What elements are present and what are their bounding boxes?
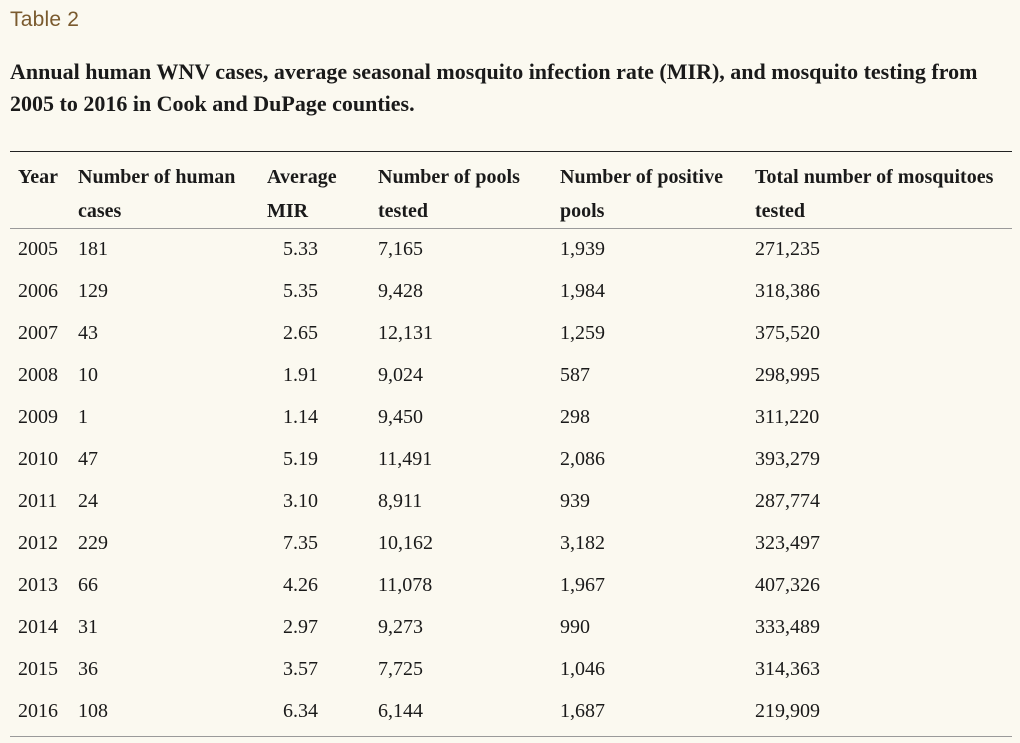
cell-pools-tested: 10,162 [378,532,433,554]
cell-year: 2014 [18,616,58,638]
cell-positive-pools: 1,939 [560,238,605,260]
cell-human-cases: 24 [78,490,98,512]
cell-pools-tested: 11,491 [378,448,433,470]
cell-pools-tested: 9,428 [378,280,423,302]
cell-year: 2009 [18,406,58,428]
cell-pools-tested: 7,725 [378,658,423,680]
data-table: Year Number of human cases Average MIR N… [10,152,1012,732]
cell-year: 2012 [18,532,58,554]
table-row: 2013 66 4.26 11,078 1,967 407,326 [10,564,1012,606]
cell-positive-pools: 1,259 [560,322,605,344]
cell-average-mir: 1.14 [283,406,318,428]
cell-year: 2016 [18,700,58,722]
cell-positive-pools: 1,984 [560,280,605,302]
cell-average-mir: 3.57 [283,658,318,680]
cell-average-mir: 5.19 [283,448,318,470]
cell-positive-pools: 3,182 [560,532,605,554]
table-header-rule [10,228,1012,229]
table-row: 2008 10 1.91 9,024 587 298,995 [10,354,1012,396]
cell-human-cases: 36 [78,658,98,680]
cell-pools-tested: 12,131 [378,322,433,344]
cell-year: 2010 [18,448,58,470]
cell-average-mir: 7.35 [283,532,318,554]
cell-mosquitoes-tested: 311,220 [755,406,820,428]
cell-mosquitoes-tested: 323,497 [755,532,820,554]
cell-average-mir: 4.26 [283,574,318,596]
table-row: 2009 1 1.14 9,450 298 311,220 [10,396,1012,438]
cell-pools-tested: 9,273 [378,616,423,638]
cell-average-mir: 1.91 [283,364,318,386]
cell-mosquitoes-tested: 314,363 [755,658,820,680]
cell-mosquitoes-tested: 298,995 [755,364,820,386]
cell-positive-pools: 587 [560,364,590,386]
cell-year: 2006 [18,280,58,302]
cell-average-mir: 3.10 [283,490,318,512]
cell-mosquitoes-tested: 219,909 [755,700,820,722]
cell-year: 2007 [18,322,58,344]
cell-year: 2005 [18,238,58,260]
cell-mosquitoes-tested: 333,489 [755,616,820,638]
header-mosquitoes-tested: Total number of mosquitoes tested [755,166,994,222]
cell-average-mir: 5.35 [283,280,318,302]
header-average-mir: Average MIR [267,166,337,222]
table-row: 2015 36 3.57 7,725 1,046 314,363 [10,648,1012,690]
cell-human-cases: 47 [78,448,98,470]
table-row: 2007 43 2.65 12,131 1,259 375,520 [10,312,1012,354]
cell-average-mir: 2.97 [283,616,318,638]
cell-human-cases: 108 [78,700,108,722]
cell-average-mir: 5.33 [283,238,318,260]
header-positive-pools: Number of positive pools [560,166,723,222]
table-bottom-rule [10,736,1012,737]
table-row: 2016 108 6.34 6,144 1,687 219,909 [10,690,1012,732]
cell-pools-tested: 9,450 [378,406,423,428]
cell-mosquitoes-tested: 271,235 [755,238,820,260]
header-year: Year [18,166,58,188]
header-pools-tested: Number of pools tested [378,166,520,222]
table-row: 2014 31 2.97 9,273 990 333,489 [10,606,1012,648]
cell-pools-tested: 11,078 [378,574,433,596]
table-row: 2010 47 5.19 11,491 2,086 393,279 [10,438,1012,480]
cell-pools-tested: 7,165 [378,238,423,260]
cell-mosquitoes-tested: 393,279 [755,448,820,470]
cell-human-cases: 229 [78,532,108,554]
cell-average-mir: 6.34 [283,700,318,722]
cell-positive-pools: 1,687 [560,700,605,722]
cell-average-mir: 2.65 [283,322,318,344]
cell-positive-pools: 990 [560,616,590,638]
cell-human-cases: 181 [78,238,108,260]
table-label: Table 2 [10,8,80,31]
cell-pools-tested: 9,024 [378,364,423,386]
cell-positive-pools: 1,967 [560,574,605,596]
cell-human-cases: 31 [78,616,98,638]
table-header-row: Year Number of human cases Average MIR N… [10,152,1012,228]
cell-mosquitoes-tested: 375,520 [755,322,820,344]
cell-positive-pools: 939 [560,490,590,512]
cell-human-cases: 129 [78,280,108,302]
cell-human-cases: 66 [78,574,98,596]
table-row: 2011 24 3.10 8,911 939 287,774 [10,480,1012,522]
cell-mosquitoes-tested: 407,326 [755,574,820,596]
cell-human-cases: 43 [78,322,98,344]
cell-human-cases: 10 [78,364,98,386]
cell-pools-tested: 6,144 [378,700,423,722]
table-top-rule [10,151,1012,152]
cell-year: 2008 [18,364,58,386]
cell-mosquitoes-tested: 318,386 [755,280,820,302]
table-row: 2005 181 5.33 7,165 1,939 271,235 [10,228,1012,270]
table-row: 2012 229 7.35 10,162 3,182 323,497 [10,522,1012,564]
table-row: 2006 129 5.35 9,428 1,984 318,386 [10,270,1012,312]
header-human-cases: Number of human cases [78,166,236,222]
table-caption: Annual human WNV cases, average seasonal… [10,59,978,116]
cell-year: 2013 [18,574,58,596]
table-body: 2005 181 5.33 7,165 1,939 271,235 2006 129 5.35 9… [10,228,1012,732]
cell-year: 2015 [18,658,58,680]
cell-year: 2011 [18,490,58,512]
cell-positive-pools: 298 [560,406,590,428]
cell-positive-pools: 2,086 [560,448,605,470]
cell-pools-tested: 8,911 [378,490,423,512]
cell-human-cases: 1 [78,406,88,428]
cell-mosquitoes-tested: 287,774 [755,490,820,512]
cell-positive-pools: 1,046 [560,658,605,680]
